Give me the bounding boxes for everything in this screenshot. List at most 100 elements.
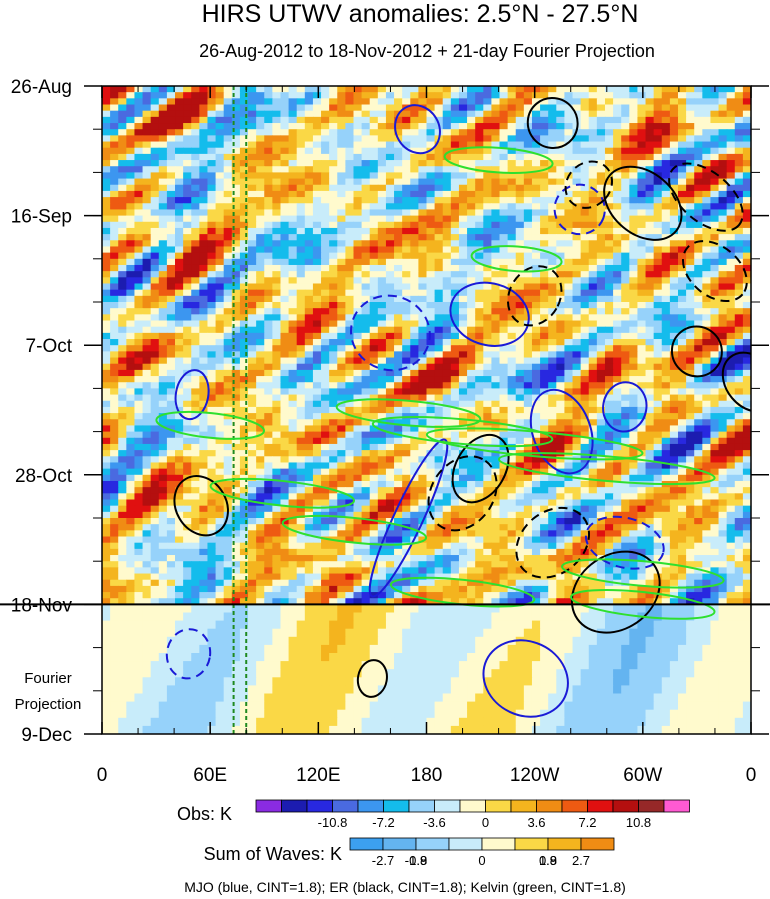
obs-colorbar-swatch: [459, 799, 486, 813]
reference-lines: [232, 86, 248, 734]
er-contour: [721, 351, 751, 413]
obs-colorbar-swatch: [612, 799, 639, 813]
waves-colorbar-swatch: [514, 837, 549, 851]
waves-colorbar-level: -1.8: [405, 853, 427, 868]
y-tick-label: 28-Oct: [15, 466, 73, 487]
waves-colorbar-label: Sum of Waves: K: [204, 844, 342, 864]
x-tick-label: 120E: [296, 765, 340, 786]
obs-colorbar-swatch: [281, 799, 308, 813]
chart-subtitle: 26-Aug-2012 to 18-Nov-2012 + 21-day Four…: [199, 41, 655, 61]
obs-colorbar-swatch: [383, 799, 410, 813]
kelvin-contour: [425, 427, 644, 461]
chart-title: HIRS UTWV anomalies: 2.5°N - 27.5°N: [202, 0, 639, 28]
kelvin-contour: [155, 410, 266, 440]
waves-colorbar: -2.7 -1.8-0.9 0 0.91.8 2.7: [349, 837, 615, 868]
er-contour: [670, 325, 723, 378]
er-contour: [506, 265, 563, 327]
obs-colorbar-swatch: [536, 799, 563, 813]
footnote: MJO (blue, CINT=1.8); ER (black, CINT=1.…: [184, 879, 626, 895]
waves-colorbar-swatch: [481, 837, 516, 851]
er-contour: [682, 240, 748, 303]
obs-colorbar-level: -7.2: [372, 815, 394, 830]
er-contour: [564, 160, 614, 209]
kelvin-contour: [335, 398, 482, 428]
er-contour: [356, 659, 388, 698]
waves-colorbar-swatch: [382, 837, 417, 851]
projection-label-line2: Projection: [15, 696, 82, 713]
waves-colorbar-swatch: [415, 837, 450, 851]
x-tick-label: 0: [97, 765, 108, 786]
obs-colorbar-level: 0: [482, 815, 489, 830]
x-tick-label: 60W: [623, 765, 662, 786]
waves-colorbar-level: 2.7: [572, 853, 590, 868]
obs-colorbar-label: Obs: K: [177, 804, 232, 824]
obs-colorbar-swatch: [510, 799, 537, 813]
obs-colorbar-swatch: [485, 799, 512, 813]
mjo-contour: [553, 183, 606, 236]
mjo-contour: [174, 369, 210, 421]
er-contour: [526, 97, 579, 149]
kelvin-contour: [561, 558, 725, 589]
er-contour: [515, 506, 591, 579]
waves-colorbar-swatch: [349, 837, 384, 851]
axes: 26-Aug 16-Sep 7-Oct 28-Oct 18-Nov 9-Dec 0 60E 12…: [0, 77, 770, 786]
er-contour: [427, 455, 498, 532]
x-tick-label: 0: [746, 765, 757, 786]
anomaly-field: [102, 86, 751, 734]
er-contour: [603, 165, 683, 241]
x-tick-label: 180: [411, 765, 443, 786]
kelvin-contour: [371, 416, 554, 448]
waves-colorbar-swatch: [448, 837, 483, 851]
er-contour: [173, 475, 229, 537]
obs-colorbar-level: 3.6: [527, 815, 545, 830]
y-tick-label: 18-Nov: [11, 595, 73, 616]
er-contour: [451, 433, 510, 504]
kelvin-contour: [281, 514, 428, 546]
projection-label-line1: Fourier: [24, 670, 72, 687]
er-contour: [668, 162, 744, 232]
mjo-contour: [529, 388, 594, 475]
obs-colorbar-swatch: [255, 799, 282, 813]
waves-colorbar-swatch: [580, 837, 615, 851]
wave-contours: [155, 97, 751, 718]
waves-colorbar-level: 0: [478, 853, 485, 868]
x-tick-label: 60E: [193, 765, 227, 786]
mjo-contour: [602, 381, 648, 433]
obs-colorbar-level: 7.2: [578, 815, 596, 830]
obs-colorbar-level: -3.6: [423, 815, 445, 830]
plot-area: [102, 86, 751, 734]
y-tick-label: 9-Dec: [21, 725, 72, 746]
y-tick-label: 7-Oct: [26, 336, 73, 357]
kelvin-contour: [209, 477, 356, 509]
waves-colorbar-level: -0.9: [405, 853, 427, 868]
x-tick-label: 120W: [510, 765, 560, 786]
obs-colorbar-swatch: [306, 799, 333, 813]
y-tick-label: 26-Aug: [11, 77, 72, 98]
kelvin-contour: [570, 589, 716, 620]
waves-colorbar-swatch: [547, 837, 582, 851]
er-contour: [570, 550, 661, 634]
kelvin-contour: [443, 146, 554, 174]
obs-colorbar-swatch: [663, 799, 690, 813]
obs-colorbar: -10.8 -7.2 -3.6 0 3.6 7.2 10.8: [255, 799, 690, 830]
mjo-contour: [394, 104, 441, 155]
obs-colorbar-swatch: [434, 799, 461, 813]
mjo-contour: [368, 438, 449, 598]
obs-colorbar-swatch: [561, 799, 588, 813]
mjo-contour: [350, 294, 431, 372]
obs-colorbar-swatch: [408, 799, 435, 813]
obs-colorbar-swatch: [587, 799, 614, 813]
waves-colorbar-level: -2.7: [372, 853, 394, 868]
waves-colorbar-level: 1.8: [539, 853, 557, 868]
obs-colorbar-swatch: [357, 799, 384, 813]
kelvin-contour: [470, 245, 563, 273]
y-tick-label: 16-Sep: [11, 207, 72, 228]
obs-colorbar-swatch: [638, 799, 665, 813]
kelvin-contour: [498, 452, 716, 486]
obs-colorbar-level: -10.8: [318, 815, 348, 830]
obs-colorbar-swatch: [332, 799, 359, 813]
mjo-contour: [584, 515, 665, 570]
waves-colorbar-level: 0.9: [539, 853, 557, 868]
mjo-contour: [482, 639, 569, 718]
